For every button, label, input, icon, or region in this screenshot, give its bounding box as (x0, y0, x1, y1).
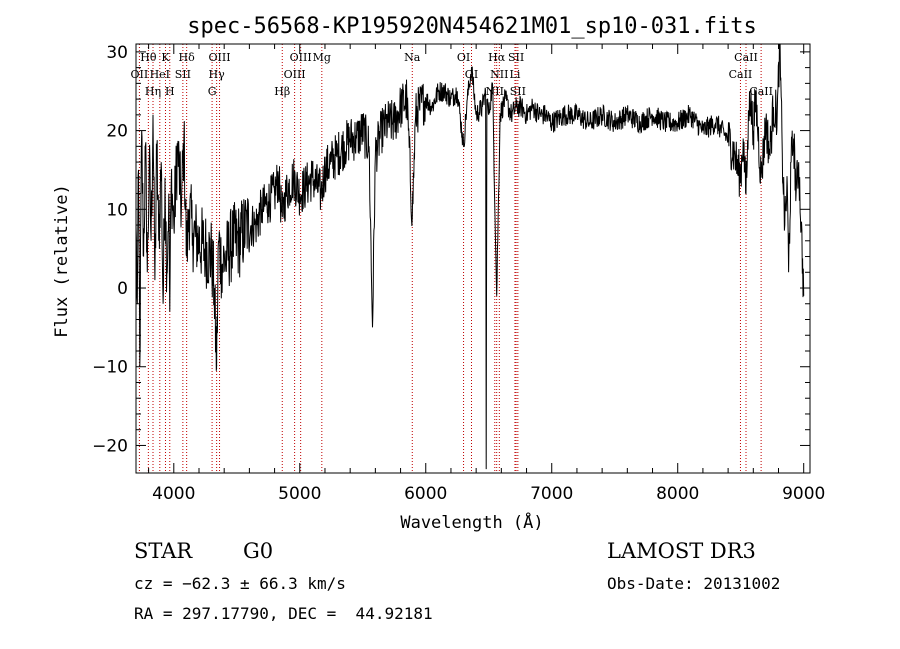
y-tick-label: −20 (92, 436, 128, 456)
line-label: NII (486, 85, 504, 98)
line-label: SII (508, 51, 524, 64)
y-tick-label: 0 (117, 279, 128, 299)
line-label: Hα (488, 51, 506, 64)
object-class: STAR (134, 539, 193, 563)
line-label: NII (490, 68, 508, 81)
y-tick-label: 30 (106, 43, 128, 63)
spectral-line-markers (138, 44, 762, 473)
line-label: HeI (150, 68, 170, 81)
survey-name: LAMOST DR3 (607, 539, 756, 563)
line-label: OIII (290, 51, 312, 64)
line-label: OI (457, 51, 470, 64)
redshift-cz: cz = −62.3 ± 66.3 km/s (134, 574, 346, 593)
y-tick-label: 20 (106, 122, 128, 142)
line-label: Mg (313, 51, 331, 64)
line-label: Hδ (179, 51, 196, 64)
y-axis-label: Flux (relative) (52, 184, 72, 338)
y-tick-label: −10 (92, 358, 128, 378)
line-label: Li (510, 68, 521, 81)
x-tick-label: 5000 (278, 484, 321, 504)
sky-coordinates: RA = 297.17790, DEC = 44.92181 (134, 604, 433, 623)
x-axis-label: Wavelength (Å) (400, 511, 543, 533)
x-tick-label: 6000 (404, 484, 447, 504)
plot-frame (135, 43, 811, 474)
observation-date: Obs-Date: 20131002 (607, 574, 781, 593)
line-label: Hη (145, 85, 161, 98)
line-label: SII (175, 68, 191, 81)
axis-ticks: 4000 5000 6000 7000 8000 9000 −20 −10 0 10 20 30 (92, 43, 825, 504)
x-tick-label: 9000 (782, 484, 825, 504)
line-label: CaII (729, 68, 753, 81)
line-label: SII (510, 85, 526, 98)
line-label: CaII (749, 85, 773, 98)
x-tick-label: 4000 (152, 484, 195, 504)
y-tick-label: 10 (106, 200, 128, 220)
line-label: Hθ (140, 51, 157, 64)
line-label: OIII (284, 68, 306, 81)
line-label: OII (131, 68, 149, 81)
x-tick-label: 7000 (530, 484, 573, 504)
line-label: K (161, 51, 170, 64)
x-tick-label: 8000 (656, 484, 699, 504)
chart-title: spec-56568-KP195920N454621M01_sp10-031.f… (187, 14, 757, 39)
spectrum-line (135, 43, 805, 470)
line-label: Na (404, 51, 421, 64)
line-label: OIII (208, 51, 230, 64)
line-label: Hγ (209, 68, 226, 81)
object-subclass: G0 (243, 539, 274, 563)
line-label: G (208, 85, 217, 98)
line-label: Hβ (274, 85, 290, 98)
line-label: H (165, 85, 175, 98)
line-label: CaII (734, 51, 758, 64)
